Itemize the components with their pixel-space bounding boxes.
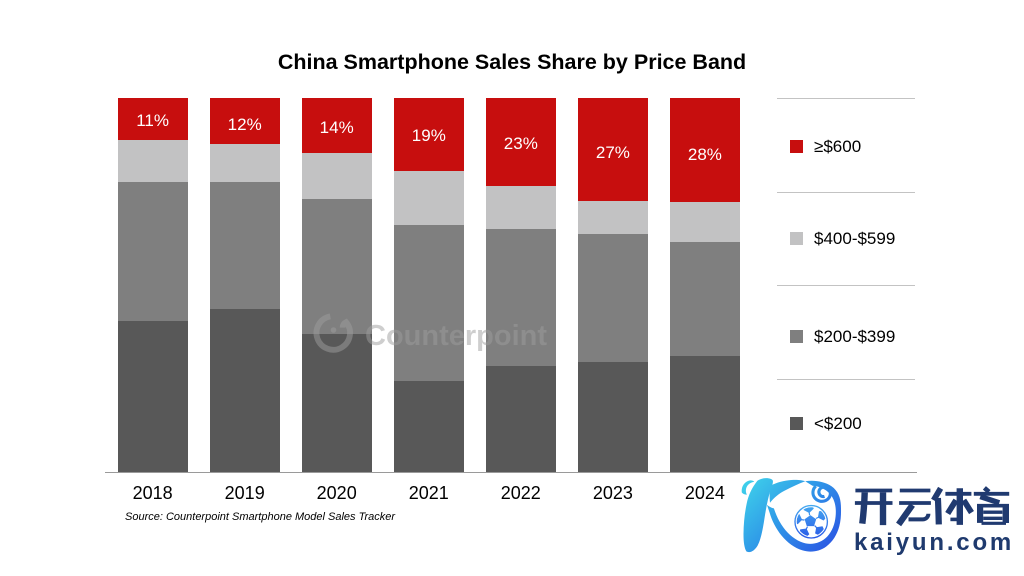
svg-text:Counterpoint: Counterpoint — [365, 320, 547, 352]
